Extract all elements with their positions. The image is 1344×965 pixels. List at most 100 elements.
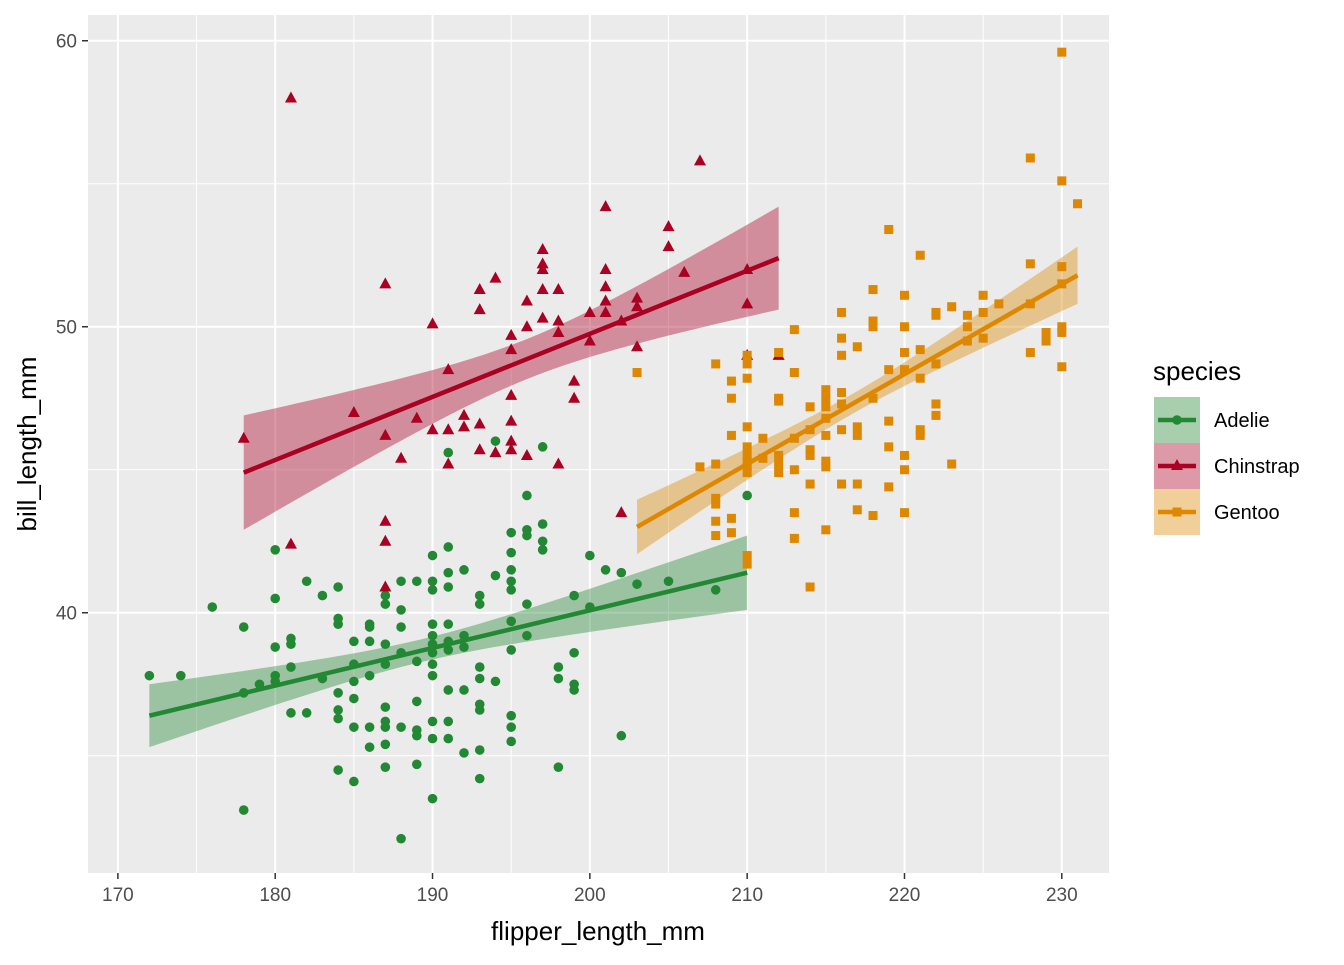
point-adelie (333, 619, 343, 629)
point-adelie (427, 670, 438, 681)
point-adelie (144, 670, 155, 681)
point-adelie (506, 616, 516, 627)
point-chinstrap (379, 277, 392, 289)
point-adelie (333, 688, 343, 698)
point-adelie (616, 730, 627, 741)
point-chinstrap (284, 91, 297, 103)
point-adelie (443, 567, 454, 578)
point-chinstrap (662, 220, 675, 232)
point-gentoo (726, 376, 736, 386)
point-gentoo (805, 582, 815, 592)
point-gentoo (789, 325, 799, 335)
point-gentoo (852, 422, 862, 432)
point-adelie (537, 545, 548, 555)
point-gentoo (837, 425, 847, 435)
point-chinstrap (379, 580, 392, 592)
point-adelie (553, 762, 564, 772)
point-gentoo (726, 513, 736, 523)
point-gentoo (1057, 176, 1067, 186)
x-tick-label: 230 (1046, 885, 1078, 906)
point-adelie (710, 585, 721, 595)
point-gentoo (742, 442, 752, 452)
point-adelie (474, 673, 485, 684)
point-gentoo (837, 479, 847, 489)
point-adelie (522, 599, 532, 609)
regression-line-adelie (148, 570, 748, 718)
point-chinstrap (442, 457, 455, 469)
point-adelie (490, 570, 501, 581)
point-gentoo (978, 333, 988, 343)
point-adelie (506, 710, 516, 721)
point-chinstrap (568, 374, 581, 386)
point-adelie (411, 730, 422, 741)
point-gentoo (821, 402, 831, 412)
point-gentoo (711, 499, 721, 509)
point-adelie (443, 582, 454, 592)
point-adelie (506, 527, 516, 538)
point-adelie (474, 705, 485, 715)
point-adelie (506, 722, 516, 732)
point-gentoo (726, 430, 736, 440)
point-adelie (380, 722, 391, 732)
point-adelie (506, 576, 516, 587)
point-adelie (459, 748, 469, 758)
point-adelie (364, 622, 375, 632)
point-gentoo (899, 365, 909, 375)
point-chinstrap (599, 294, 612, 306)
legend-label: Gentoo (1214, 502, 1280, 524)
point-adelie (427, 716, 438, 727)
point-gentoo (868, 322, 878, 332)
point-gentoo (742, 350, 752, 360)
point-adelie (349, 776, 359, 787)
legend-circle-icon (1172, 415, 1182, 425)
point-adelie (286, 662, 296, 672)
point-adelie (569, 590, 579, 601)
point-chinstrap (583, 334, 596, 346)
point-adelie (301, 576, 312, 587)
point-gentoo (711, 531, 721, 541)
point-gentoo (868, 316, 878, 326)
point-adelie (663, 576, 674, 587)
point-adelie (333, 582, 343, 592)
point-adelie (443, 685, 454, 695)
point-adelie (537, 536, 548, 547)
point-chinstrap (442, 423, 455, 435)
point-adelie (443, 542, 454, 552)
point-gentoo (774, 468, 784, 478)
point-chinstrap (599, 200, 612, 212)
point-adelie (207, 602, 218, 612)
point-gentoo (774, 459, 784, 469)
point-chinstrap (536, 311, 549, 323)
point-adelie (506, 736, 516, 747)
point-adelie (427, 659, 438, 670)
point-gentoo (915, 430, 925, 440)
point-chinstrap (536, 283, 549, 295)
point-chinstrap (552, 314, 565, 326)
point-adelie (427, 576, 438, 587)
point-adelie (522, 490, 532, 501)
point-gentoo (962, 310, 972, 320)
point-chinstrap (520, 448, 533, 460)
point-gentoo (852, 342, 862, 352)
point-gentoo (978, 307, 988, 317)
point-gentoo (994, 299, 1004, 309)
point-adelie (396, 833, 406, 844)
point-gentoo (789, 368, 799, 377)
point-gentoo (978, 290, 988, 300)
point-adelie (459, 565, 469, 575)
point-adelie (396, 576, 406, 587)
point-adelie (490, 436, 501, 446)
point-adelie (616, 567, 627, 578)
point-chinstrap (599, 263, 612, 275)
x-tick-label: 220 (889, 885, 921, 906)
plot-panel (88, 15, 1109, 873)
point-adelie (427, 793, 438, 804)
point-gentoo (899, 508, 909, 518)
x-tick-label: 200 (574, 885, 606, 906)
point-chinstrap (473, 283, 486, 295)
point-adelie (317, 590, 328, 601)
point-chinstrap (426, 423, 439, 435)
point-chinstrap (473, 443, 486, 455)
point-gentoo (789, 533, 799, 543)
